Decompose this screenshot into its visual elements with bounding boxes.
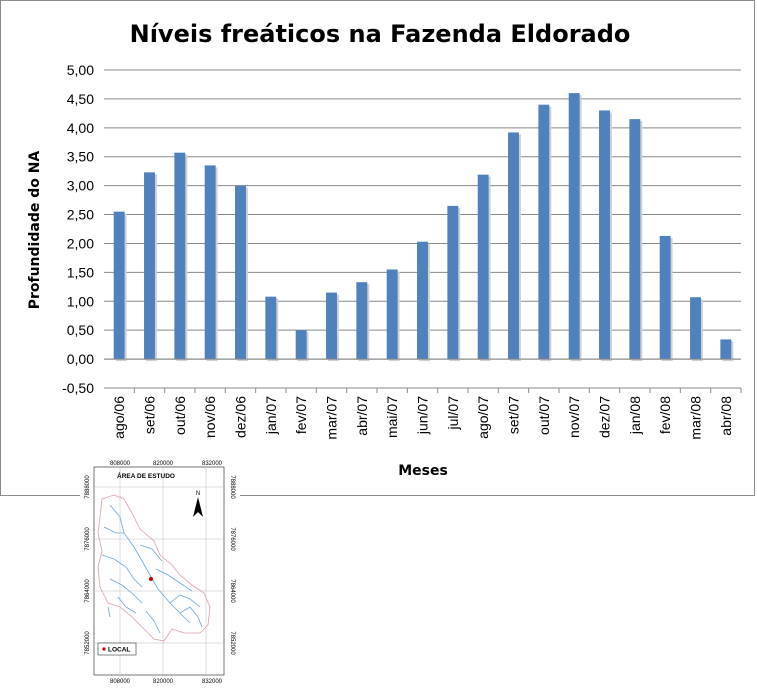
x-tick-label: set/06 <box>142 396 158 434</box>
bar-fev-08 <box>659 235 671 360</box>
x-tick-label: mar/08 <box>688 396 704 440</box>
y-tick-label: 0,00 <box>67 351 94 367</box>
x-tick-label: ago/07 <box>475 396 491 439</box>
bar-abr-08 <box>720 339 732 360</box>
map-x-tick-bottom-3: 832000 <box>202 679 223 685</box>
map-y-tick-right-2: 7876000 <box>229 527 235 551</box>
bar-fev-07 <box>295 330 307 360</box>
map-grid <box>94 467 224 675</box>
x-tick-label: mar/07 <box>324 396 340 440</box>
chart-title: Níveis freáticos na Fazenda Eldorado <box>130 20 631 48</box>
map-x-tick-top-3: 832000 <box>202 461 223 467</box>
map-x-tick-top-1: 808000 <box>110 461 131 467</box>
x-tick-label: jan/08 <box>627 396 643 435</box>
bar-abr-07 <box>356 282 368 360</box>
x-tick-label: out/07 <box>536 396 552 435</box>
y-tick-label: 1,00 <box>67 293 94 309</box>
map-y-tick-right-3: 7864000 <box>229 579 235 603</box>
bar-jan-07 <box>265 296 277 360</box>
bar-dez-07 <box>599 110 610 360</box>
bar-set-07 <box>508 132 519 360</box>
x-tick-label: abr/07 <box>354 396 370 436</box>
river-network <box>101 504 203 634</box>
map-y-tick-left-1: 7888000 <box>85 475 91 499</box>
y-tick-label: 3,50 <box>67 149 94 165</box>
bar-mai-07 <box>386 269 398 360</box>
x-tick-label: ago/06 <box>111 396 127 439</box>
y-tick-label: 0,50 <box>67 322 94 338</box>
x-tick-label: set/07 <box>506 396 522 434</box>
map-y-tick-left-2: 7876000 <box>85 527 91 551</box>
map-x-tick-bottom-1: 808000 <box>110 679 131 685</box>
bars <box>113 93 734 362</box>
x-tick-label: dez/07 <box>597 396 613 438</box>
y-tick-label: 1,50 <box>67 264 94 280</box>
x-tick-label: out/06 <box>172 396 188 435</box>
y-tick-label: 3,00 <box>67 178 94 194</box>
bar-dez-06 <box>235 185 246 360</box>
chart-panel: Níveis freáticos na Fazenda Eldorado -0,… <box>0 0 755 496</box>
y-tick-label: 4,00 <box>67 120 94 136</box>
x-axis-ticks: ago/06 set/06 out/06 nov/06 dez/06 jan/07 fev/… <box>111 388 742 440</box>
map-y-tick-right-4: 7852000 <box>229 631 235 655</box>
y-tick-label: 4,50 <box>67 91 94 107</box>
bar-chart: Níveis freáticos na Fazenda Eldorado -0,… <box>27 20 742 479</box>
bar-set-06 <box>144 172 155 360</box>
study-area-map: 808000 820000 832000 808000 820000 83200… <box>80 457 240 693</box>
location-marker <box>149 577 153 581</box>
map-legend-box <box>97 642 137 656</box>
map-svg: 808000 820000 832000 808000 820000 83200… <box>85 461 235 685</box>
bar-jun-07 <box>417 241 428 360</box>
x-tick-label: jul/07 <box>445 396 461 431</box>
x-tick-label: abr/08 <box>718 396 734 436</box>
map-x-tick-bottom-2: 820000 <box>153 679 174 685</box>
bar-nov-06 <box>204 165 216 360</box>
y-axis-ticks: -0,50 0,00 0,50 1,00 1,50 2,00 2,50 3,00 3,50 4,0… <box>62 62 94 396</box>
y-axis-label: Profundidade do NA <box>27 151 43 310</box>
map-y-tick-left-4: 7852000 <box>85 631 91 655</box>
bar-ago-06 <box>113 211 125 360</box>
map-title: ÁREA DE ESTUDO <box>117 471 175 480</box>
bar-out-07 <box>538 104 550 360</box>
bar-ago-07 <box>477 174 489 360</box>
north-arrow-icon: N <box>193 491 203 517</box>
x-tick-label: jun/07 <box>415 396 431 435</box>
north-label: N <box>196 491 200 497</box>
y-tick-label: 5,00 <box>67 62 94 78</box>
x-tick-label: mai/07 <box>384 396 400 438</box>
x-tick-label: dez/06 <box>233 396 249 438</box>
map-legend-label: LOCAL <box>108 647 130 654</box>
y-tick-label: 2,00 <box>67 235 94 251</box>
x-axis-label: Meses <box>398 463 448 479</box>
bar-mar-08 <box>690 297 701 360</box>
bar-jul-07 <box>447 205 459 360</box>
x-tick-label: fev/08 <box>657 396 673 434</box>
map-y-tick-right-1: 7888000 <box>229 475 235 499</box>
x-tick-label: nov/06 <box>202 396 218 438</box>
bar-mar-07 <box>326 292 337 360</box>
legend-marker-icon <box>102 647 106 651</box>
bar-jan-08 <box>629 119 641 360</box>
x-tick-label: jan/07 <box>263 396 279 435</box>
bar-nov-07 <box>568 93 580 360</box>
y-tick-label: -0,50 <box>62 380 94 396</box>
y-tick-label: 2,50 <box>67 207 94 223</box>
map-y-tick-left-3: 7864000 <box>85 579 91 603</box>
map-x-tick-top-2: 820000 <box>153 461 174 467</box>
watershed-outline <box>97 494 211 642</box>
x-tick-label: fev/07 <box>293 396 309 434</box>
bar-out-06 <box>174 152 186 360</box>
x-tick-label: nov/07 <box>566 396 582 438</box>
